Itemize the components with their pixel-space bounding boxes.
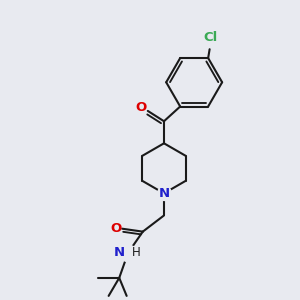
Text: H: H <box>132 246 140 259</box>
Text: O: O <box>136 101 147 115</box>
Text: O: O <box>110 222 121 235</box>
Text: N: N <box>158 187 169 200</box>
Text: Cl: Cl <box>203 31 217 44</box>
Text: N: N <box>113 246 124 259</box>
